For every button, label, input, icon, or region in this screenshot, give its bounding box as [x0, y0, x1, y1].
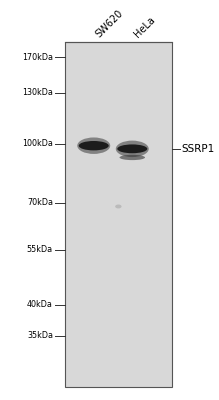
Text: 130kDa: 130kDa	[22, 88, 53, 97]
Text: SSRP1: SSRP1	[182, 144, 215, 154]
Ellipse shape	[116, 141, 149, 157]
Text: 55kDa: 55kDa	[27, 245, 53, 254]
Text: 170kDa: 170kDa	[22, 53, 53, 62]
Text: 35kDa: 35kDa	[27, 331, 53, 340]
Text: 40kDa: 40kDa	[27, 300, 53, 309]
Bar	[65, 42, 172, 387]
Text: SW620: SW620	[94, 8, 125, 40]
Ellipse shape	[115, 204, 122, 208]
Text: HeLa: HeLa	[132, 15, 157, 40]
Ellipse shape	[79, 141, 109, 150]
Ellipse shape	[77, 138, 110, 154]
Text: 70kDa: 70kDa	[27, 198, 53, 207]
Ellipse shape	[117, 144, 147, 153]
Ellipse shape	[120, 155, 145, 160]
Text: 100kDa: 100kDa	[22, 139, 53, 148]
